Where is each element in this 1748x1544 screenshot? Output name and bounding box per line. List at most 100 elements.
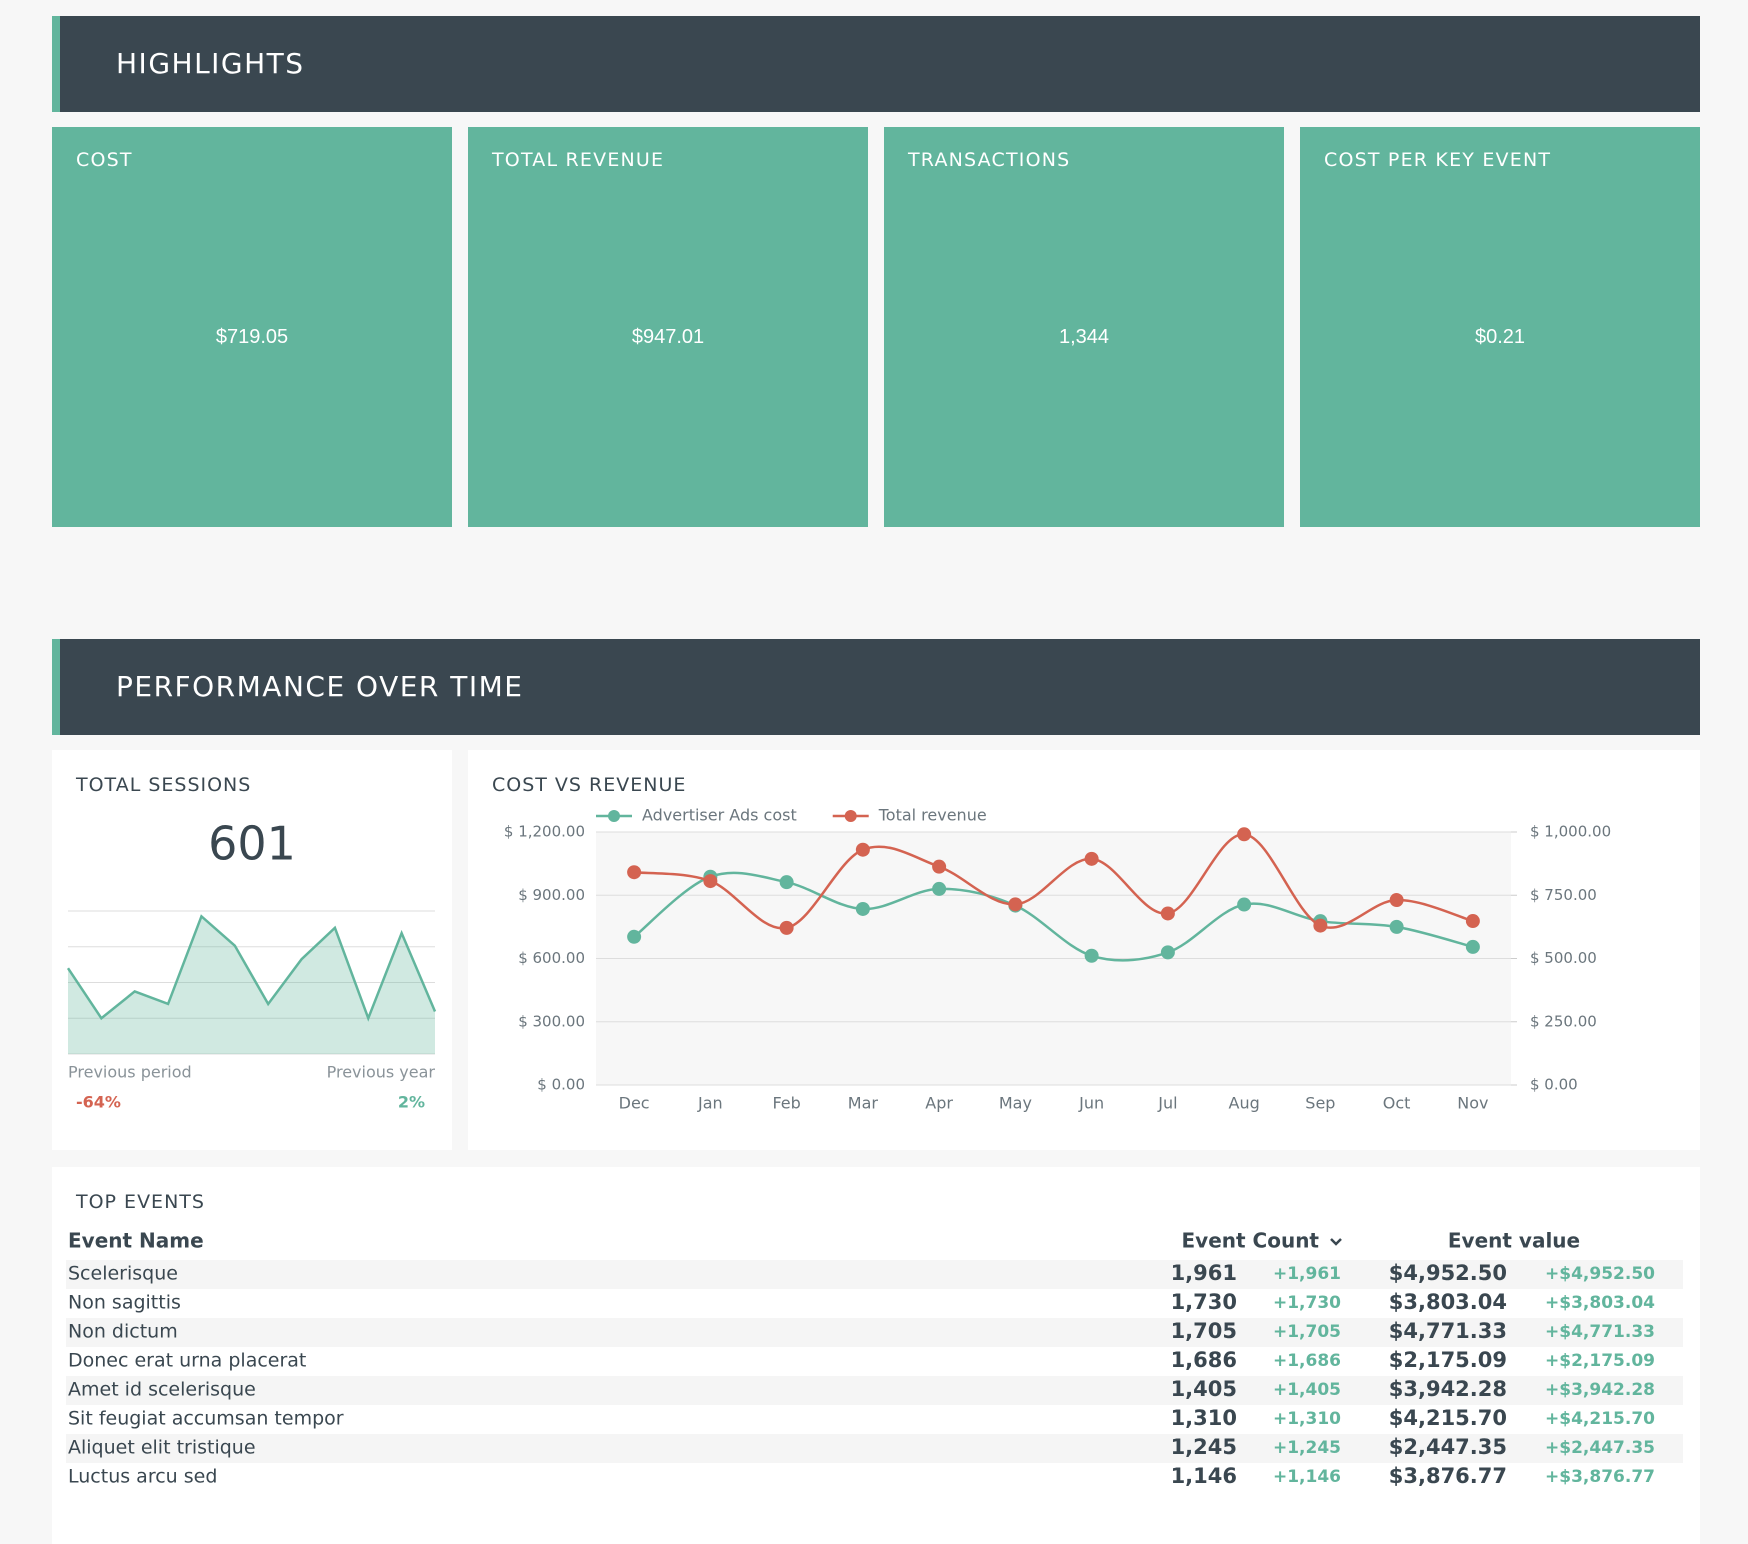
data-point <box>855 901 870 916</box>
cell: Luctus arcu sed <box>68 1466 217 1488</box>
y2-tick-label: $ 250.00 <box>1530 1012 1597 1030</box>
cell: 1,146 <box>1171 1464 1237 1488</box>
data-point <box>1084 851 1099 866</box>
panel-title: COST VS REVENUE <box>492 774 687 796</box>
sessions-chart: 601 Previous period -64% Previous year 2% <box>66 817 437 1112</box>
cost-revenue-panel: COST VS REVENUE $ 0.00 $ 300.00 $ 600.00 $ … <box>468 750 1700 1150</box>
x-tick-label: Nov <box>1457 1094 1488 1113</box>
cell: +$4,771.33 <box>1545 1322 1655 1342</box>
legend-marker <box>608 810 620 822</box>
column-header: Event Name <box>68 1229 204 1253</box>
kpi-value: $719.05 <box>215 325 289 348</box>
kpi-value: $0.21 <box>1474 325 1526 348</box>
data-point <box>1160 906 1175 921</box>
cell: Non sagittis <box>68 1292 181 1314</box>
cell: +$3,876.77 <box>1545 1467 1655 1487</box>
total-value: 601 <box>208 817 296 871</box>
data-point <box>627 929 642 944</box>
cell: $2,447.35 <box>1389 1435 1507 1459</box>
data-point <box>627 865 642 880</box>
cell: Sit feugiat accumsan tempor <box>68 1408 344 1430</box>
cell: +$3,942.28 <box>1545 1380 1655 1400</box>
cell: +1,730 <box>1273 1293 1341 1313</box>
y-tick-label: $ 0.00 <box>537 1076 585 1094</box>
data-point <box>932 881 947 896</box>
x-tick-label: Jan <box>697 1094 723 1113</box>
column-header: Event Count <box>1182 1229 1320 1253</box>
kpi-value: $947.01 <box>631 325 705 348</box>
data-point <box>1465 939 1480 954</box>
y-tick-label: $ 1,200.00 <box>504 823 585 841</box>
cell: +$2,447.35 <box>1545 1438 1655 1458</box>
top-events-table: Event Name Event Count Event value Sceleris… <box>66 1229 1683 1488</box>
cell: $3,876.77 <box>1389 1464 1507 1488</box>
kpi-card: TRANSACTIONS 1,344 <box>884 127 1284 527</box>
section-header: HIGHLIGHTS <box>52 16 1700 112</box>
legend-marker <box>844 810 857 822</box>
cell: 1,245 <box>1171 1435 1237 1459</box>
cell: $3,942.28 <box>1389 1377 1507 1401</box>
cell: $2,175.09 <box>1389 1348 1507 1372</box>
row-band <box>66 1376 1683 1405</box>
x-tick-label: Dec <box>619 1094 650 1113</box>
cell: +$2,175.09 <box>1545 1351 1655 1371</box>
data-point <box>932 859 947 874</box>
line <box>66 914 437 1022</box>
comparison-label: Previous year <box>327 1063 436 1082</box>
row-band <box>66 1260 1683 1289</box>
cell: +1,705 <box>1273 1322 1341 1342</box>
kpi-card: TOTAL REVENUE $947.01 <box>468 127 868 527</box>
kpi-label: COST PER KEY EVENT <box>1324 149 1552 171</box>
data-point <box>1160 945 1175 960</box>
y2-tick-label: $ 500.00 <box>1530 949 1597 967</box>
x-tick-label: May <box>999 1094 1032 1113</box>
cell: $3,803.04 <box>1389 1290 1507 1314</box>
column-header: Event value <box>1448 1229 1580 1253</box>
x-tick-label: Feb <box>772 1094 800 1113</box>
row-band <box>66 1434 1683 1463</box>
cell: +1,686 <box>1273 1351 1341 1371</box>
data-point <box>779 875 794 890</box>
cell: $4,952.50 <box>1389 1261 1507 1285</box>
cell: +1,405 <box>1273 1380 1341 1400</box>
cell: +$3,803.04 <box>1545 1293 1655 1313</box>
cell: Amet id scelerisque <box>68 1379 256 1401</box>
cell: Donec erat urna placerat <box>68 1350 306 1372</box>
cell: 1,310 <box>1171 1406 1237 1430</box>
top-events-panel: TOP EVENTS Event Name Event Count Event va… <box>52 1167 1700 1544</box>
y-tick-label: $ 600.00 <box>518 949 585 967</box>
row-band <box>66 1318 1683 1347</box>
kpi-value: 1,344 <box>1058 325 1110 348</box>
panel-title: TOP EVENTS <box>76 1191 205 1213</box>
kpi-label: TOTAL REVENUE <box>492 149 665 171</box>
data-point <box>1084 948 1099 963</box>
data-point <box>855 842 870 857</box>
kpi-card: COST PER KEY EVENT $0.21 <box>1300 127 1700 527</box>
data-point <box>779 920 794 935</box>
y2-tick-label: $ 1,000.00 <box>1530 823 1611 841</box>
x-tick-label: Apr <box>925 1094 953 1113</box>
cell: $4,215.70 <box>1389 1406 1507 1430</box>
y2-tick-label: $ 750.00 <box>1530 886 1597 904</box>
data-point <box>1389 919 1404 934</box>
x-tick-label: Mar <box>848 1094 879 1113</box>
cost-revenue-chart: $ 0.00 $ 300.00 $ 600.00 $ 900.00 $ 1,200.00… <box>504 806 1611 1113</box>
x-tick-label: Jun <box>1078 1094 1104 1113</box>
data-point <box>1008 897 1023 912</box>
y-tick-label: $ 300.00 <box>518 1012 585 1030</box>
panel-title: TOTAL SESSIONS <box>76 774 252 796</box>
sort-chevron[interactable] <box>1330 1238 1342 1246</box>
cell: 1,730 <box>1171 1290 1237 1314</box>
y2-tick-label: $ 0.00 <box>1530 1076 1578 1094</box>
legend-label: Total revenue <box>878 806 987 825</box>
kpi-card: COST $719.05 <box>52 127 452 527</box>
cell: $4,771.33 <box>1389 1319 1507 1343</box>
x-tick-label: Jul <box>1157 1094 1177 1113</box>
comparison-value: 2% <box>398 1093 425 1112</box>
section-header: PERFORMANCE OVER TIME <box>52 639 1700 735</box>
data-point <box>1237 827 1252 842</box>
cell: +1,310 <box>1273 1409 1341 1429</box>
x-tick-label: Sep <box>1305 1094 1335 1113</box>
kpi-label: COST <box>76 149 133 171</box>
